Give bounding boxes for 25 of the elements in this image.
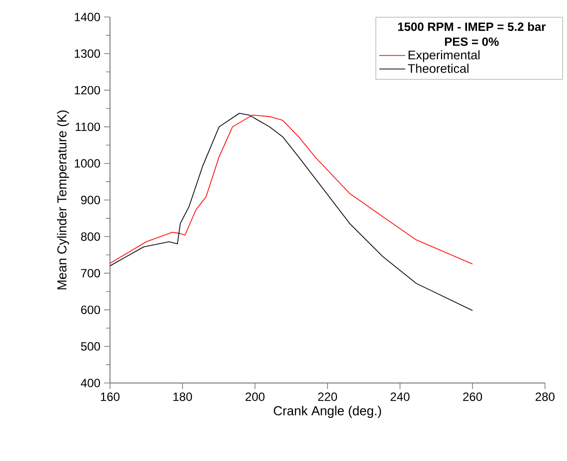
legend-title: 1500 RPM - IMEP = 5.2 bar PES = 0% [398,22,546,46]
x-tick-label: 220 [318,392,338,401]
y-tick-label: 800 [81,232,100,241]
y-tick-label: 600 [81,306,100,314]
y-tick-label: 700 [81,268,100,278]
x-axis-title: Crank Angle (deg.) [274,406,382,418]
x-tick-label: 160 [100,392,120,401]
y-tick-label: 400 [80,378,100,388]
y-tick-label: 1300 [74,49,100,58]
y-tick-label: 500 [81,342,100,351]
line-series [110,112,473,311]
y-tick-label: 1400 [74,12,100,22]
x-tick-label: 200 [246,392,265,401]
line-series [110,114,473,264]
legend-label: Theoretical [408,64,468,73]
x-tick-label: 280 [536,392,555,401]
x-tick-label: 240 [390,392,410,401]
x-tick-label: 180 [173,392,192,401]
x-tick-label: 260 [463,392,482,401]
y-tick-label: 900 [81,196,100,204]
legend-label: Experimental [408,50,480,62]
y-tick-label: 1000 [74,159,100,168]
y-axis-title: Mean Cylinder Temperature (K) [56,110,70,290]
y-tick-label: 1200 [74,86,100,94]
y-tick-label: 1100 [76,122,100,132]
